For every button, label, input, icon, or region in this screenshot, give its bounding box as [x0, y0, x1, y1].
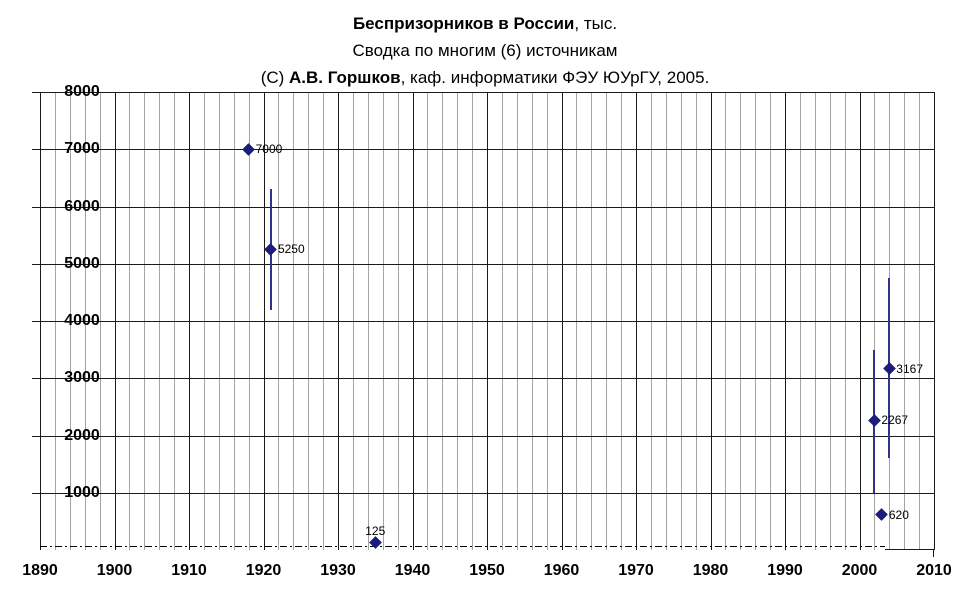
attribution-author: А.В. Горшков [289, 68, 401, 87]
gridline-horizontal [40, 435, 934, 437]
x-axis-label: 1990 [767, 562, 803, 579]
y-axis-tick [32, 206, 40, 208]
chart-subtitle: Сводка по многим (6) источникам [352, 41, 618, 60]
gridline-major-vertical [934, 92, 935, 550]
gridline-horizontal [40, 492, 934, 494]
gridline-horizontal [40, 92, 934, 93]
y-axis-tick [32, 378, 40, 380]
data-point-marker [264, 243, 278, 256]
y-axis-tick [32, 149, 40, 151]
data-point-label: 7000 [255, 142, 283, 157]
y-axis-tick [32, 92, 40, 93]
attribution-prefix: (С) [260, 68, 290, 87]
x-axis-label: 1910 [171, 562, 207, 579]
y-axis-label: 4000 [64, 312, 100, 329]
y-axis-label: 5000 [64, 254, 100, 272]
x-axis-label: 1930 [320, 562, 356, 579]
x-axis-label: 1890 [22, 562, 58, 579]
gridline-horizontal [40, 263, 934, 265]
data-point-label: 125 [365, 523, 386, 538]
y-axis-tick [32, 435, 40, 437]
y-axis-tick [32, 492, 40, 494]
x-axis-label: 1950 [469, 562, 505, 579]
data-point-label: 5250 [277, 242, 305, 257]
chart-title: Беспризорников в России, тыс. [0, 10, 970, 37]
chart-title-block: Беспризорников в России, тыс. Сводка по … [0, 10, 970, 91]
x-axis-end-tick [933, 550, 934, 557]
x-axis-label: 1900 [96, 562, 133, 579]
x-axis-label: 1980 [692, 562, 729, 579]
gridline-horizontal [40, 378, 934, 380]
y-axis-label: 8000 [64, 83, 100, 100]
data-point-label: 3167 [896, 361, 923, 376]
chart-title-units: , тыс. [574, 14, 618, 33]
x-axis-label: 1960 [543, 562, 580, 579]
gridline-horizontal [40, 321, 934, 322]
plot-area: 7000 5250 125 2267 620 3167 [40, 92, 935, 550]
chart-attribution: (С) А.В. Горшков, каф. информатики ФЭУ Ю… [0, 64, 970, 91]
data-point-label: 620 [888, 507, 909, 522]
data-point-marker [868, 413, 881, 427]
x-axis-label: 1970 [618, 562, 654, 579]
data-point-marker [368, 536, 382, 550]
x-axis-label: 1940 [394, 562, 431, 579]
data-point-marker [242, 142, 255, 156]
y-axis-label: 1000 [64, 483, 100, 501]
x-axis-label: 2000 [841, 562, 878, 579]
x-axis-line-dashdot [40, 546, 885, 547]
y-axis-tick [32, 321, 40, 322]
y-axis-label: 6000 [64, 197, 100, 215]
data-point-label: 2267 [881, 413, 909, 428]
data-point-marker [882, 362, 896, 376]
chart-title-main: Беспризорников в России [352, 14, 575, 33]
gridline-horizontal [40, 149, 934, 151]
x-axis-label: 1920 [245, 562, 282, 579]
y-axis-label: 2000 [64, 426, 100, 444]
attribution-rest: , каф. информатики ФЭУ ЮУрГУ, 2005. [400, 68, 710, 87]
y-axis-label: 7000 [64, 140, 100, 158]
data-point-marker [875, 508, 889, 521]
y-axis-tick [32, 263, 40, 265]
gridline-horizontal [40, 206, 934, 208]
x-axis-line-solid [885, 549, 934, 550]
x-axis-label: 2010 [916, 562, 952, 579]
y-axis-label: 3000 [64, 369, 100, 387]
